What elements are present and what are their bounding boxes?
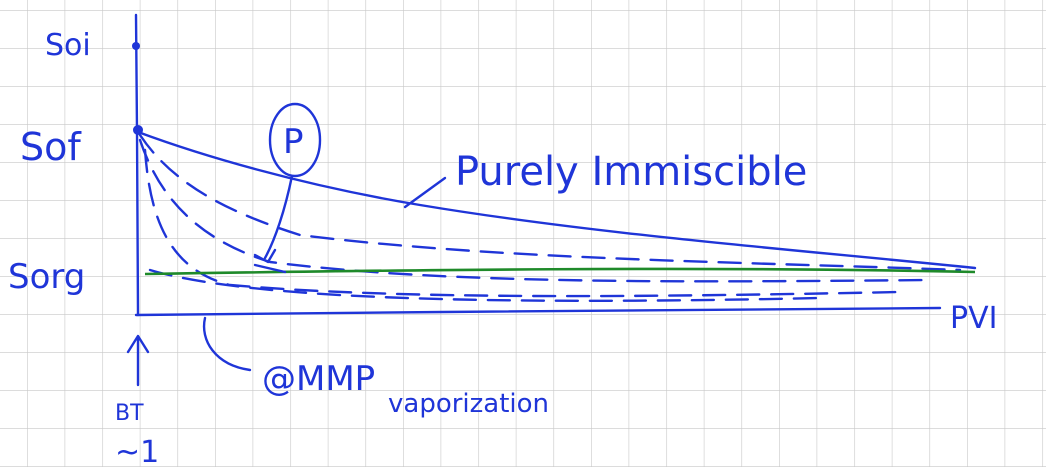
- sorg-label: Sorg: [8, 257, 85, 297]
- immiscible-label: Purely Immiscible: [455, 149, 807, 195]
- sketch: P Purely Immiscible Soi Sof Sorg PVI BT …: [0, 0, 1046, 467]
- soi-point: [132, 42, 140, 50]
- bt-value: ~1: [115, 435, 159, 467]
- p-label: P: [283, 122, 304, 162]
- mmp-label: @MMP: [262, 359, 375, 399]
- soi-label: Soi: [45, 28, 91, 63]
- bt-label: BT: [115, 401, 144, 426]
- x-axis-label: PVI: [950, 301, 997, 336]
- vaporization-label: vaporization: [388, 389, 549, 419]
- sof-label: Sof: [20, 125, 82, 169]
